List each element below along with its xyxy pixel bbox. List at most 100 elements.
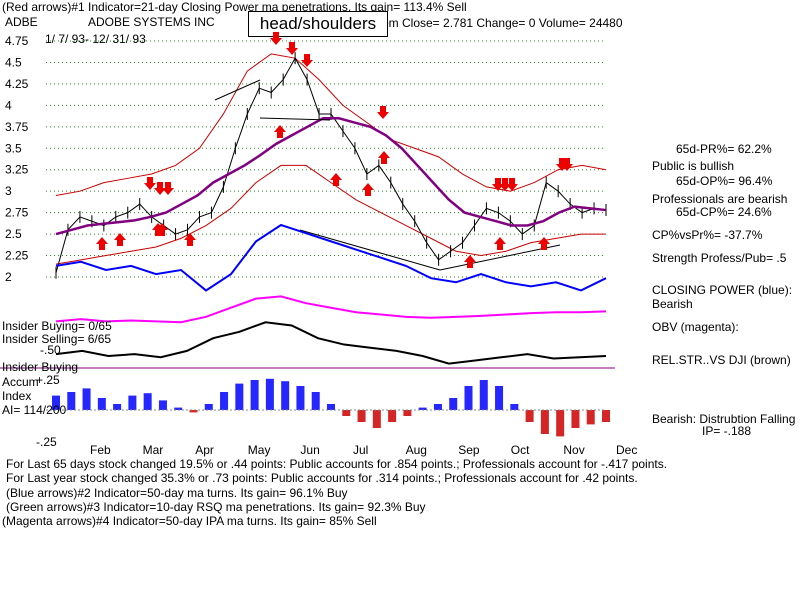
y-tick-label: 2.5 [5,227,22,241]
accum-bar [510,404,519,410]
accum-bar [342,410,351,416]
accum-bar [327,404,335,410]
y-tick-label: 4.75 [5,34,29,48]
down-arrow [506,178,518,191]
company-name: ADOBE SYSTEMS INC [88,15,215,29]
up-arrow [330,173,342,186]
y-tick-label: 4 [5,98,12,112]
accum-bar [602,410,610,422]
accum-bar [495,386,504,410]
op-percent: 65d-OP%= 96.4% [676,174,773,188]
obv-line [55,295,607,324]
y-tick-label: 3.75 [5,120,29,134]
footer-line-5: (Magenta arrows)#4 Indicator=50-day IPA … [2,514,377,528]
price-gridlines [46,40,606,278]
strength-ratio: Strength Profess/Pub= .5 [652,251,787,265]
down-arrow [492,178,504,191]
accum-bar [311,392,320,410]
closing-power-line [55,223,607,292]
y-tick-label: 2.75 [5,206,29,220]
accum-bar [220,392,229,410]
insider-buying-label: Insider Buying= 0/65 [2,319,112,333]
lower-band-line [55,164,606,265]
y-tick-label: 3.25 [5,163,29,177]
y-tick-label: 4.5 [5,55,22,69]
accum-bar [418,407,427,410]
accum-bar [67,392,76,410]
up-arrow [274,125,286,138]
trend-lines [214,79,561,271]
minus50-label: -.50 [40,343,61,357]
month-label: Sep [458,443,480,457]
ticker-label: ADBE [5,15,38,29]
accum-label: Accum [2,375,39,389]
professionals-status: Professionals are bearish [652,192,788,206]
closing-power-label: CLOSING POWER (blue): [652,283,793,297]
accum-bar [540,410,549,434]
accum-state: Bearish: Distrubtion Falling [652,412,796,426]
down-arrow [286,42,298,55]
obv-label: OBV (magenta): [652,320,739,334]
down-arrow [301,54,313,67]
accum-bar [525,410,534,422]
minus25-label: -.25 [36,435,57,449]
down-arrow [162,182,174,195]
accum-bar [464,386,473,410]
accum-bar [265,378,274,410]
footer-line-3: (Blue arrows)#2 Indicator=50-day ma turn… [6,486,348,500]
month-label: May [248,443,271,457]
up-arrow [184,233,196,246]
upper-band-line [55,53,607,196]
plus25-label: +.25 [36,373,60,387]
pr-percent: 65d-PR%= 62.2% [676,142,772,156]
ma50-line [55,116,607,236]
accum-index-series [46,378,610,437]
y-tick-label: 2.25 [5,249,29,263]
accum-bar [250,380,259,410]
accum-bar [235,383,244,410]
trend-line [299,229,441,271]
month-label: Dec [616,443,637,457]
footer-line-2: For Last year stock changed 35.3% or .73… [6,471,638,485]
down-arrow [377,106,389,119]
indicator-series [0,223,615,369]
y-tick-label: 2 [5,270,12,284]
closing-power-state: Bearish [652,297,693,311]
accum-bar [571,410,580,428]
date-range: 1/ 7/ 93- 12/ 31/ 93 [45,32,146,46]
accum-bar [586,410,595,425]
accum-bar [357,410,366,422]
accum-bar [113,404,122,410]
head-shoulders-label: head/shoulders [248,11,388,37]
month-label: Nov [563,443,584,457]
month-label: Apr [195,443,214,457]
close-volume-text: om Close= 2.781 Change= 0 Volume= 24480 [382,16,623,30]
accum-bar [403,410,412,416]
month-axis: Feb Mar Apr May Jun Jul Aug Sep Oct Nov Dec [90,443,637,457]
up-arrow [378,151,390,164]
accum-bar [52,395,60,410]
index-label: Index [2,389,32,403]
accum-bar [174,407,183,410]
relstr-label: REL.STR..VS DJI (brown) [652,353,791,367]
footer-line-4: (Green arrows)#3 Indicator=10-day RSQ ma… [6,500,426,514]
month-label: Feb [90,443,111,457]
accum-bar [189,410,198,413]
up-arrow [464,255,476,268]
price-y-ticks: 4.75 4.5 4.25 4 3.75 3.5 3.25 3 2.75 2.5 2.25 2 [5,34,29,284]
up-arrow [96,237,108,250]
down-arrow [270,32,282,45]
month-label: Jul [353,443,368,457]
public-status: Public is bullish [652,159,735,173]
accum-bar [143,393,152,410]
accum-bar [97,398,106,410]
signal-arrows [96,32,573,268]
down-arrow [154,182,166,195]
accum-bar [281,381,290,410]
month-label: Jun [300,443,319,457]
trend-line [259,117,331,121]
y-tick-label: 3.5 [5,141,22,155]
up-arrow [114,233,126,246]
accum-bar [82,388,91,410]
